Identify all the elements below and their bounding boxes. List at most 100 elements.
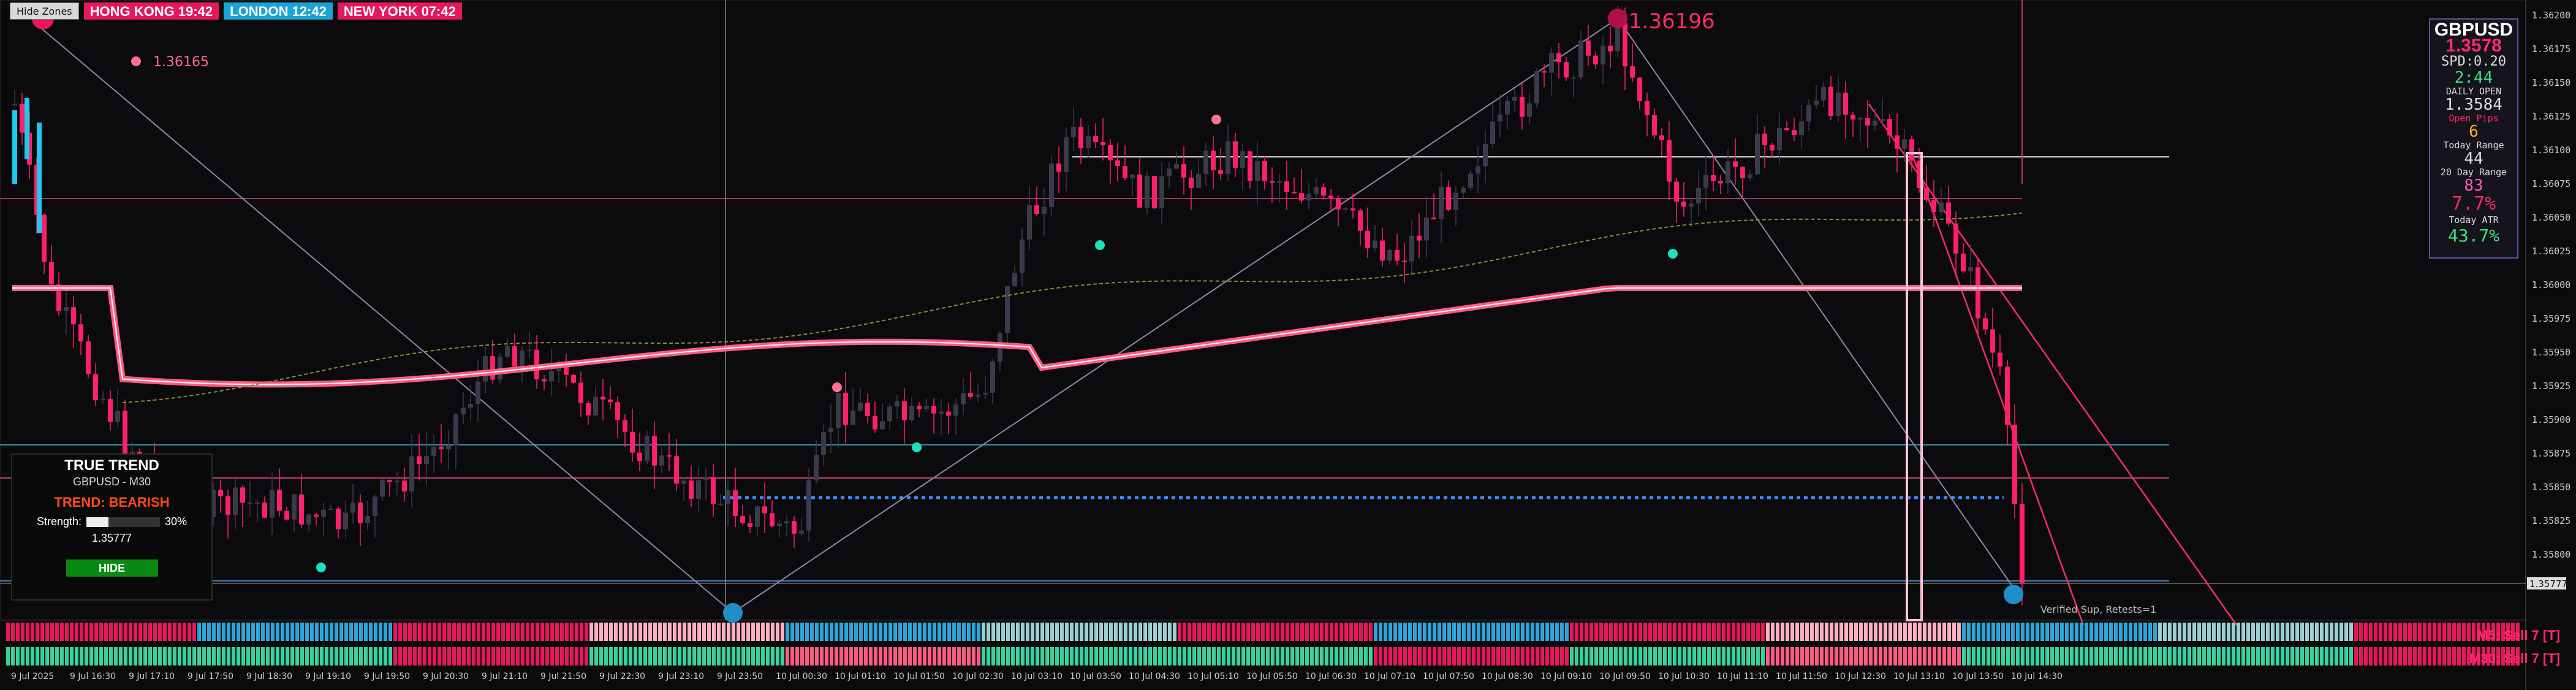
- m5-strip-segment: [1364, 623, 1368, 641]
- m30-strip-segment: [114, 647, 118, 665]
- m30-strip-segment: [2089, 647, 2093, 665]
- m5-strip-segment: [2349, 623, 2353, 641]
- m5-strip-segment: [1580, 623, 1583, 641]
- signal-dot: [832, 382, 842, 392]
- hide-zones-button[interactable]: Hide Zones: [10, 2, 79, 20]
- current-price: 1.3578: [2445, 36, 2502, 56]
- m5-strip-segment: [2217, 623, 2221, 641]
- candle-body: [1100, 142, 1105, 145]
- m5-strip-segment: [241, 623, 245, 641]
- m5-strip-segment: [1996, 623, 2000, 641]
- m5-strip-segment: [2134, 623, 2137, 641]
- m30-strip-segment: [668, 647, 672, 665]
- candle-body: [1064, 137, 1069, 172]
- m30-strip-segment: [506, 647, 510, 665]
- m30-strip-segment: [2158, 647, 2162, 665]
- m30-strip-segment: [1001, 647, 1005, 665]
- candle-body: [578, 382, 583, 403]
- m5-strip-segment: [2506, 623, 2510, 641]
- m5-strip-segment: [2369, 623, 2373, 641]
- candle-body: [211, 490, 216, 517]
- m5-strip-segment: [756, 623, 760, 641]
- m5-strip-segment: [1315, 623, 1319, 641]
- session-new-york: NEW YORK 07:42: [337, 2, 462, 20]
- m30-strip-segment: [1913, 647, 1917, 665]
- m30-strip-segment: [1290, 647, 1294, 665]
- m30-strip-segment: [452, 647, 456, 665]
- m5-strip-segment: [2344, 623, 2348, 641]
- m30-strip-segment: [1614, 647, 1618, 665]
- m5-strip-segment: [643, 623, 647, 641]
- m30-strip-segment: [1452, 647, 1456, 665]
- candle-body: [1946, 202, 1951, 224]
- m5-strip-segment: [1354, 623, 1358, 641]
- m30-strip-segment: [197, 647, 201, 665]
- m5-strip-segment: [45, 623, 49, 641]
- m30-strip-segment: [884, 647, 887, 665]
- candle-body: [850, 411, 855, 425]
- m30-strip-segment: [1212, 647, 1216, 665]
- m30-strip-segment: [977, 647, 980, 665]
- candle-body: [1218, 170, 1223, 175]
- m5-strip-segment: [197, 623, 201, 641]
- m5-strip-segment: [188, 623, 191, 641]
- m5-strip-segment: [119, 623, 123, 641]
- m5-strip-segment: [1433, 623, 1436, 641]
- m5-strip-segment: [2438, 623, 2441, 641]
- m30-strip-segment: [1418, 647, 1422, 665]
- m30-strip-segment: [393, 647, 397, 665]
- m5-strip-segment: [2094, 623, 2098, 641]
- m30-strip-segment: [168, 647, 172, 665]
- candle-body: [1586, 40, 1591, 56]
- m5-strip-segment: [2232, 623, 2235, 641]
- candle-body: [1181, 164, 1186, 178]
- m30-strip-segment: [320, 647, 324, 665]
- m30-strip-segment: [276, 647, 279, 665]
- m5-strip-segment: [987, 623, 990, 641]
- m5-strip-segment: [1712, 623, 1716, 641]
- m5-strip-segment: [565, 623, 569, 641]
- m5-strip-segment: [305, 623, 309, 641]
- m30-strip-segment: [982, 647, 985, 665]
- m30-strip-segment: [1021, 647, 1025, 665]
- candle-body: [924, 406, 929, 409]
- m5-strip-segment: [982, 623, 985, 641]
- m30-strip-segment: [2472, 647, 2476, 665]
- m30-strip-segment: [2501, 647, 2505, 665]
- m5-strip-segment: [1188, 623, 1191, 641]
- candle-body: [380, 480, 385, 497]
- m5-strip-segment: [1192, 623, 1196, 641]
- m5-strip-segment: [1643, 623, 1647, 641]
- m30-strip-segment: [2516, 647, 2520, 665]
- m5-strip-segment: [893, 623, 897, 641]
- hide-button[interactable]: HIDE: [66, 559, 158, 577]
- m30-strip-segment: [1942, 647, 1946, 665]
- candle-body: [461, 408, 466, 415]
- m30-strip-segment: [1692, 647, 1696, 665]
- m30-strip-segment: [1040, 647, 1044, 665]
- m30-strip-segment: [1173, 647, 1176, 665]
- m5-strip-segment: [1756, 623, 1760, 641]
- m30-strip-segment: [2295, 647, 2299, 665]
- m5-strip-segment: [1570, 623, 1574, 641]
- m5-strip-segment: [1692, 623, 1696, 641]
- m30-strip-segment: [153, 647, 157, 665]
- candle-body: [365, 516, 370, 523]
- m5-strip-segment: [1629, 623, 1632, 641]
- m5-strip-segment: [1624, 623, 1627, 641]
- m30-strip-segment: [1511, 647, 1515, 665]
- m30-strip-segment: [648, 647, 652, 665]
- time-tick: 10 Jul 12:30: [1835, 672, 1886, 681]
- m30-strip-segment: [707, 647, 711, 665]
- m5-strip-segment: [388, 623, 392, 641]
- m30-strip-segment: [1045, 647, 1049, 665]
- m5-strip-segment: [1261, 623, 1265, 641]
- m30-strip-segment: [638, 647, 642, 665]
- m30-strip-segment: [1790, 647, 1794, 665]
- m5-strip-segment: [339, 623, 343, 641]
- m30-strip-segment: [2305, 647, 2309, 665]
- m30-strip-segment: [344, 647, 348, 665]
- m30-strip-segment: [163, 647, 167, 665]
